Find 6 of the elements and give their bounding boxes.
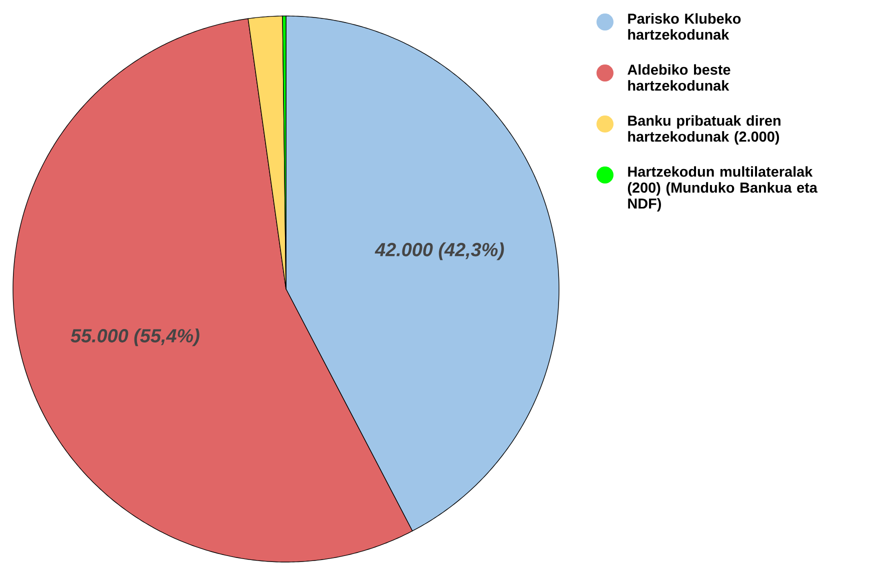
legend-label: Parisko Klubeko hartzekodunak [628,13,741,40]
data-label: 55.000 (55,4%) [70,328,200,346]
legend-label: Hartzekodun multilateralak (200) (Munduko Bankua eta NDF) [628,166,818,212]
data-label: 42.000 (42,3%) [374,242,504,260]
legend-label: Banku pribatuak diren hartzekodunak (2.000) [628,115,780,145]
legend-label: Aldebiko beste hartzekodunak [628,64,730,91]
